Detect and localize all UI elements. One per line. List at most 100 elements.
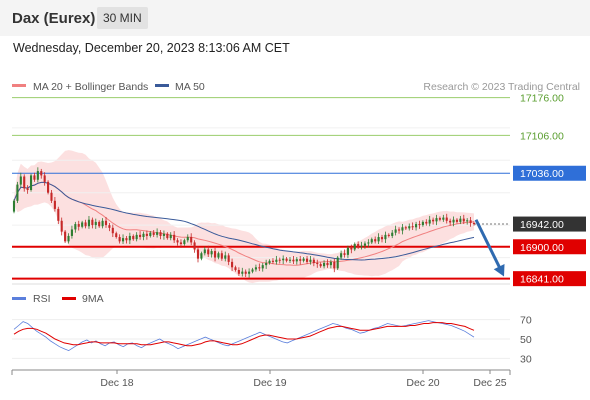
candle-body (254, 267, 257, 270)
interval-button[interactable]: 30 MIN (97, 7, 148, 29)
candle (57, 206, 60, 225)
candle (282, 255, 285, 265)
candle-body (36, 171, 39, 180)
candle-body (326, 262, 329, 266)
candle-body (128, 235, 131, 241)
candle (292, 255, 295, 265)
candle (16, 181, 19, 203)
candle-body (452, 219, 455, 223)
candle (183, 238, 186, 246)
candle (101, 218, 104, 229)
candle (166, 232, 169, 240)
candle-body (53, 200, 56, 209)
candle (142, 231, 145, 241)
candle (329, 259, 332, 269)
candle (94, 218, 97, 229)
candle (196, 246, 200, 263)
candle-body (353, 244, 356, 250)
candle-body (84, 222, 87, 227)
price-gridlines (12, 127, 510, 259)
candle-body (248, 271, 251, 274)
candle-body (316, 262, 319, 265)
candle (445, 213, 448, 224)
candle (104, 217, 108, 228)
candle (152, 230, 155, 238)
candle-body (74, 224, 77, 230)
candle (435, 214, 438, 226)
candle-body (176, 240, 179, 243)
candle (397, 227, 401, 234)
candle-body (265, 262, 268, 266)
candle-body (360, 245, 363, 247)
candle-body (288, 259, 292, 261)
candle-body (377, 237, 380, 242)
candle (121, 234, 125, 245)
candle (346, 245, 349, 259)
level-label-resistance: 17176.00 (520, 93, 564, 105)
candle-body (271, 260, 275, 262)
candle (98, 220, 101, 228)
candle (125, 235, 128, 244)
candle-body (210, 251, 213, 255)
candle-body (435, 218, 438, 222)
candle-body (292, 259, 295, 262)
ma20-line (13, 181, 475, 266)
moving-averages (13, 181, 475, 266)
candle-body (285, 258, 288, 261)
candle (360, 241, 363, 250)
candle-body (50, 192, 53, 201)
candle-body (299, 259, 302, 261)
candle-body (455, 219, 459, 222)
candle (316, 259, 319, 268)
candle (323, 260, 326, 269)
bollinger-band (14, 150, 474, 284)
candle (459, 215, 462, 225)
x-tick-label: Dec 18 (100, 377, 133, 389)
candle-body (91, 219, 94, 226)
rsi-tick-label: 70 (520, 315, 532, 327)
candle (350, 244, 353, 254)
candle-body (432, 219, 435, 222)
candle-body (258, 267, 261, 269)
rsi-tick-label: 30 (520, 353, 532, 365)
candle-body (425, 221, 428, 224)
candle (70, 225, 73, 239)
candle-body (394, 229, 397, 233)
rsi-line (13, 320, 475, 352)
candle-body (77, 224, 80, 227)
level-tag-support (513, 239, 586, 255)
candle-body (40, 171, 43, 176)
candle-body (459, 218, 462, 222)
candle (234, 265, 237, 272)
candle (12, 199, 16, 214)
candle (64, 230, 67, 243)
candle (135, 232, 138, 242)
candle (115, 231, 118, 239)
legend-label-ma50: MA 50 (175, 81, 205, 93)
bollinger-band-area (14, 150, 474, 284)
candle-body (449, 220, 452, 223)
candle-body (207, 249, 210, 255)
candle (462, 214, 465, 225)
candle-body (244, 271, 247, 274)
candle (326, 259, 329, 268)
candle (156, 228, 159, 238)
candle (455, 218, 459, 224)
candle-body (196, 249, 200, 259)
candle-body (43, 175, 46, 182)
candle (278, 257, 281, 264)
forecast-arrow (474, 219, 505, 277)
x-tick-label: Dec 20 (406, 377, 439, 389)
candle (244, 269, 247, 278)
candle-body (391, 232, 394, 236)
candle-body (142, 233, 145, 238)
candle-body (135, 234, 138, 240)
candle (53, 197, 56, 212)
candle-body (183, 240, 186, 245)
candle-body (16, 184, 19, 201)
candle-body (309, 259, 312, 262)
candle (173, 231, 176, 243)
candle-body (139, 234, 142, 238)
candle (251, 267, 254, 274)
candle (224, 251, 227, 262)
